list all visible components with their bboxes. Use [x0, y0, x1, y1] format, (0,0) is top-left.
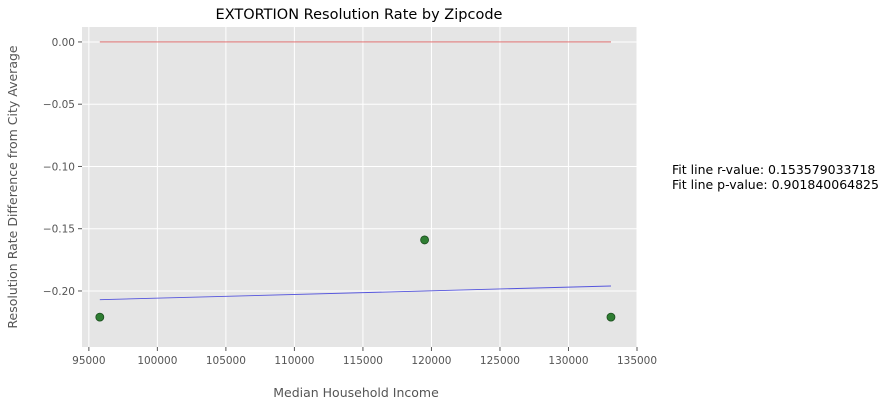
y-axis-label: Resolution Rate Difference from City Ave…	[5, 45, 20, 329]
plot-area	[82, 27, 637, 347]
fit-line	[99, 285, 611, 301]
x-tick-label: 100000	[137, 355, 177, 367]
x-tick-label: 135000	[617, 355, 657, 367]
data-point	[420, 235, 429, 245]
data-point	[606, 312, 616, 322]
x-tick-labels: 95000 100000 105000 110000 115000 120000 12500…	[72, 347, 657, 367]
x-tick-label: 95000	[72, 355, 105, 367]
x-tick-label: 115000	[343, 355, 383, 367]
data-points	[95, 235, 616, 322]
x-tick-label: 120000	[411, 355, 451, 367]
data-point	[95, 312, 105, 322]
x-tick-label: 105000	[206, 355, 246, 367]
r-value-annotation: Fit line r-value: 0.153579033718	[672, 162, 876, 177]
y-tick-label: −0.10	[43, 161, 75, 173]
p-value-annotation: Fit line p-value: 0.901840064825	[672, 177, 879, 192]
x-tick-label: 110000	[274, 355, 314, 367]
y-tick-label: −0.05	[43, 99, 75, 111]
y-tick-label: 0.00	[52, 37, 75, 49]
y-tick-label: −0.15	[43, 224, 75, 236]
x-tick-label: 130000	[548, 355, 588, 367]
x-tick-label: 125000	[480, 355, 520, 367]
x-axis-label: Median Household Income	[273, 385, 439, 400]
chart-title: EXTORTION Resolution Rate by Zipcode	[216, 7, 503, 23]
y-tick-label: −0.20	[43, 286, 75, 298]
y-tick-labels: 0.00 −0.05 −0.10 −0.15 −0.20	[43, 37, 82, 298]
